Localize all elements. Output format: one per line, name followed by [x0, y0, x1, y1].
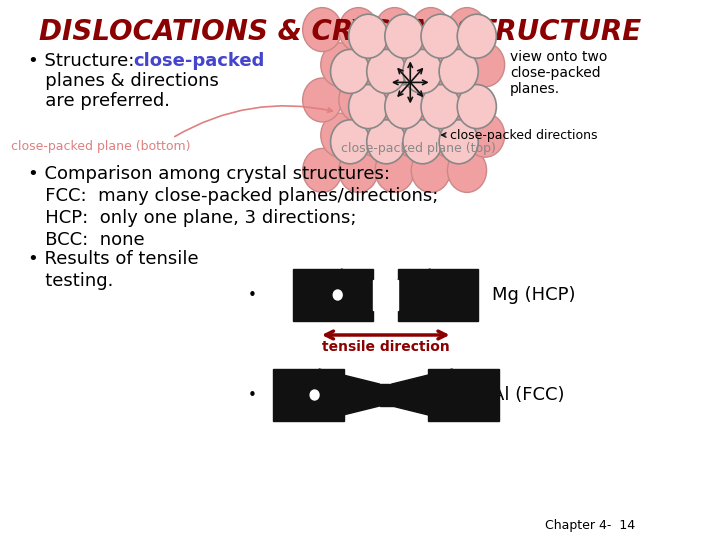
Bar — [398, 269, 478, 321]
Text: are preferred.: are preferred. — [28, 92, 170, 110]
Bar — [428, 369, 499, 421]
Circle shape — [357, 43, 396, 87]
Circle shape — [429, 43, 469, 87]
Text: close-packed plane (top): close-packed plane (top) — [341, 142, 496, 155]
Text: • Structure:: • Structure: — [28, 52, 146, 70]
Bar — [273, 369, 344, 421]
Circle shape — [366, 49, 406, 93]
Text: BCC:  none: BCC: none — [28, 231, 145, 249]
Circle shape — [439, 120, 478, 164]
Circle shape — [375, 148, 414, 192]
Circle shape — [393, 43, 432, 87]
Circle shape — [339, 148, 378, 192]
Circle shape — [403, 49, 442, 93]
Text: planes & directions: planes & directions — [28, 72, 219, 90]
Text: HCP:  only one plane, 3 directions;: HCP: only one plane, 3 directions; — [28, 209, 356, 227]
Circle shape — [375, 8, 414, 52]
Circle shape — [348, 85, 388, 129]
Text: close-packed: close-packed — [133, 52, 264, 70]
Polygon shape — [392, 369, 452, 421]
Circle shape — [403, 120, 442, 164]
Circle shape — [321, 43, 360, 87]
Circle shape — [321, 113, 360, 157]
Circle shape — [339, 8, 378, 52]
Circle shape — [330, 49, 369, 93]
Text: Mg (HCP): Mg (HCP) — [492, 286, 576, 304]
Text: view onto two
close-packed
planes.: view onto two close-packed planes. — [510, 50, 608, 97]
Text: close-packed directions: close-packed directions — [450, 129, 598, 141]
Polygon shape — [341, 269, 373, 321]
Text: •: • — [248, 287, 257, 302]
Bar — [373, 280, 398, 310]
Circle shape — [333, 290, 342, 300]
Circle shape — [357, 113, 396, 157]
Bar — [293, 269, 373, 321]
Text: • Comparison among crystal structures:: • Comparison among crystal structures: — [28, 165, 390, 183]
Circle shape — [348, 14, 388, 58]
Text: •: • — [248, 388, 257, 402]
Circle shape — [439, 49, 478, 93]
Circle shape — [302, 148, 342, 192]
Circle shape — [384, 14, 424, 58]
Text: testing.: testing. — [28, 272, 114, 290]
Circle shape — [421, 14, 460, 58]
Circle shape — [339, 78, 378, 122]
Circle shape — [466, 43, 505, 87]
Polygon shape — [398, 269, 430, 321]
Text: tensile direction: tensile direction — [322, 340, 449, 354]
Circle shape — [302, 78, 342, 122]
Circle shape — [429, 113, 469, 157]
Polygon shape — [319, 369, 379, 421]
Circle shape — [393, 113, 432, 157]
Circle shape — [375, 78, 414, 122]
Circle shape — [384, 85, 424, 129]
Text: FCC:  many close-packed planes/directions;: FCC: many close-packed planes/directions… — [28, 187, 438, 205]
Circle shape — [310, 390, 319, 400]
Circle shape — [330, 120, 369, 164]
Circle shape — [411, 148, 451, 192]
Text: DISLOCATIONS & CRYSTAL STRUCTURE: DISLOCATIONS & CRYSTAL STRUCTURE — [39, 18, 642, 46]
Circle shape — [411, 78, 451, 122]
Text: close-packed plane (bottom): close-packed plane (bottom) — [12, 140, 191, 153]
Circle shape — [302, 8, 342, 52]
Circle shape — [411, 8, 451, 52]
Circle shape — [466, 113, 505, 157]
Circle shape — [447, 78, 487, 122]
Bar — [379, 384, 393, 406]
Circle shape — [447, 148, 487, 192]
Circle shape — [447, 8, 487, 52]
Text: • Results of tensile: • Results of tensile — [28, 250, 199, 268]
Circle shape — [421, 85, 460, 129]
Circle shape — [457, 85, 496, 129]
Circle shape — [366, 120, 406, 164]
Text: Chapter 4-  14: Chapter 4- 14 — [544, 519, 635, 532]
Circle shape — [457, 14, 496, 58]
Text: Al (FCC): Al (FCC) — [492, 386, 565, 404]
